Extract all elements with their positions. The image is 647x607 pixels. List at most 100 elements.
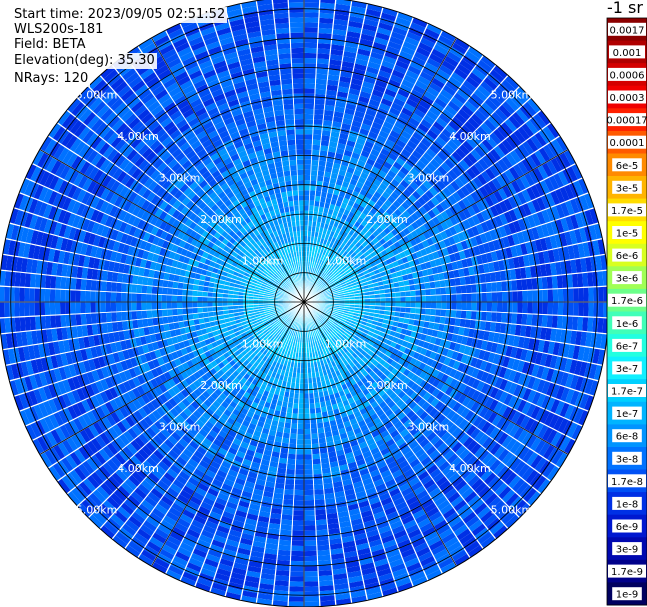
range-gate [415,377,424,386]
range-gate [481,102,495,115]
range-gate [316,417,323,424]
range-gate [409,357,418,366]
range-gate [304,164,311,170]
range-gate [318,206,324,213]
range-gate [331,323,337,328]
range-gate [376,187,385,195]
range-gate [555,400,565,416]
range-gate [240,463,251,472]
range-gate [262,336,268,342]
range-gate [382,319,389,325]
range-gate [268,319,275,325]
range-gate [256,420,265,428]
range-gate [198,428,209,438]
range-gate [412,131,424,142]
range-gate [339,302,345,304]
range-gate [135,467,148,480]
range-gate [232,396,241,405]
range-gate [167,435,178,446]
range-gate [458,174,469,186]
range-gate [290,576,304,582]
range-gate [270,456,279,463]
range-gate [482,436,493,449]
range-gate [488,262,495,273]
range-gate [428,322,435,330]
range-gate [319,314,324,319]
range-gate [368,340,375,347]
range-gate [322,261,327,267]
range-gate [505,97,519,112]
range-gate [377,389,386,397]
range-gate [160,428,171,439]
range-gate [496,281,502,292]
range-gate [240,350,248,357]
range-gate [552,248,560,262]
range-gate [193,388,202,397]
range-gate [315,190,322,197]
range-gate [491,282,497,292]
range-gate [159,393,169,404]
range-gate [430,302,437,309]
range-gate [320,287,326,291]
range-gate [509,324,517,335]
range-gate [262,355,268,362]
range-gate [487,411,498,424]
range-gate [454,252,461,261]
range-gate [307,372,312,379]
range-gate [339,329,346,334]
range-gate [99,503,114,517]
range-gate [403,262,411,269]
range-gate [431,266,439,275]
range-gate [217,447,228,456]
range-gate [100,525,115,539]
range-gate [339,133,349,140]
range-gate [387,460,398,470]
range-gate [488,496,502,510]
range-gate [276,472,286,479]
range-gate [341,474,351,481]
range-gate [474,63,490,77]
range-gate [365,192,373,200]
range-gate [244,481,255,489]
range-gate [217,492,229,502]
range-gate [278,341,284,348]
range-gate [460,310,467,319]
range-gate [314,499,325,505]
range-gate [367,591,383,601]
range-gate [121,482,134,495]
range-gate [510,346,518,359]
range-gate [269,387,276,394]
range-gate [319,150,328,157]
range-gate [344,370,351,377]
range-gate [286,468,295,475]
range-gate [330,315,336,320]
range-gate [522,141,534,155]
range-gate [480,210,490,221]
range-gate [176,373,185,382]
range-gate [203,525,217,535]
range-gate [323,120,333,127]
range-gate [312,377,317,383]
range-gate [397,322,404,329]
range-gate [422,526,436,538]
ray [304,17,428,302]
range-gate [410,331,417,338]
range-gate [318,33,332,40]
range-gate [355,399,363,407]
range-gate [353,481,364,489]
range-gate [243,373,251,380]
range-gate [310,428,318,434]
range-gate [370,501,382,510]
range-gate [331,337,336,344]
range-gate [444,340,452,349]
range-gate [163,371,172,381]
range-gate [235,416,244,425]
range-gate [326,270,332,276]
range-gate [114,409,125,421]
range-gate [479,321,486,331]
range-gate [226,355,233,363]
range-gate [289,591,304,597]
range-gate [429,144,440,155]
range-gate [172,479,185,490]
range-gate [266,339,272,346]
